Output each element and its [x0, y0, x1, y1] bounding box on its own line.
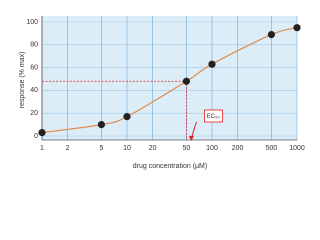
data-point	[38, 128, 46, 137]
chart: response (% max) drug concentration (μM)…	[19, 16, 305, 170]
x-tick-label: 200	[232, 145, 244, 152]
data-point	[182, 77, 191, 85]
annotation-arrow	[190, 121, 197, 139]
y-axis-label: response (% max)	[19, 52, 26, 109]
x-tick-label: 2	[66, 145, 70, 152]
x-axis-label: drug concentration (μM)	[133, 163, 207, 170]
data-point	[293, 24, 301, 32]
x-tick-label: 100	[206, 145, 218, 152]
data-point	[97, 121, 106, 129]
y-tick-label: 0	[34, 133, 38, 140]
data-point	[208, 60, 216, 68]
x-tick-label: 500	[266, 145, 278, 152]
x-tick-label: 1	[40, 145, 44, 152]
annotation-label: EC₅₀	[207, 114, 221, 120]
x-tick-label: 10	[123, 145, 131, 152]
data-point	[267, 30, 276, 39]
y-tick-label: 40	[30, 87, 38, 94]
annotation-arrowhead	[188, 136, 194, 141]
x-tick-label: 5	[99, 145, 103, 152]
x-tick-label: 1000	[289, 145, 305, 152]
x-tick-label: 50	[183, 145, 191, 152]
annotation-box	[204, 109, 223, 123]
plot-area	[42, 16, 297, 140]
y-tick-label: 60	[30, 64, 38, 71]
data-point	[123, 113, 131, 121]
x-tick-label: 20	[149, 145, 157, 152]
y-tick-label: 20	[30, 110, 38, 117]
y-tick-label: 80	[30, 42, 38, 49]
y-tick-label: 100	[26, 19, 38, 26]
page: response (% max) drug concentration (μM)…	[18, 16, 305, 170]
